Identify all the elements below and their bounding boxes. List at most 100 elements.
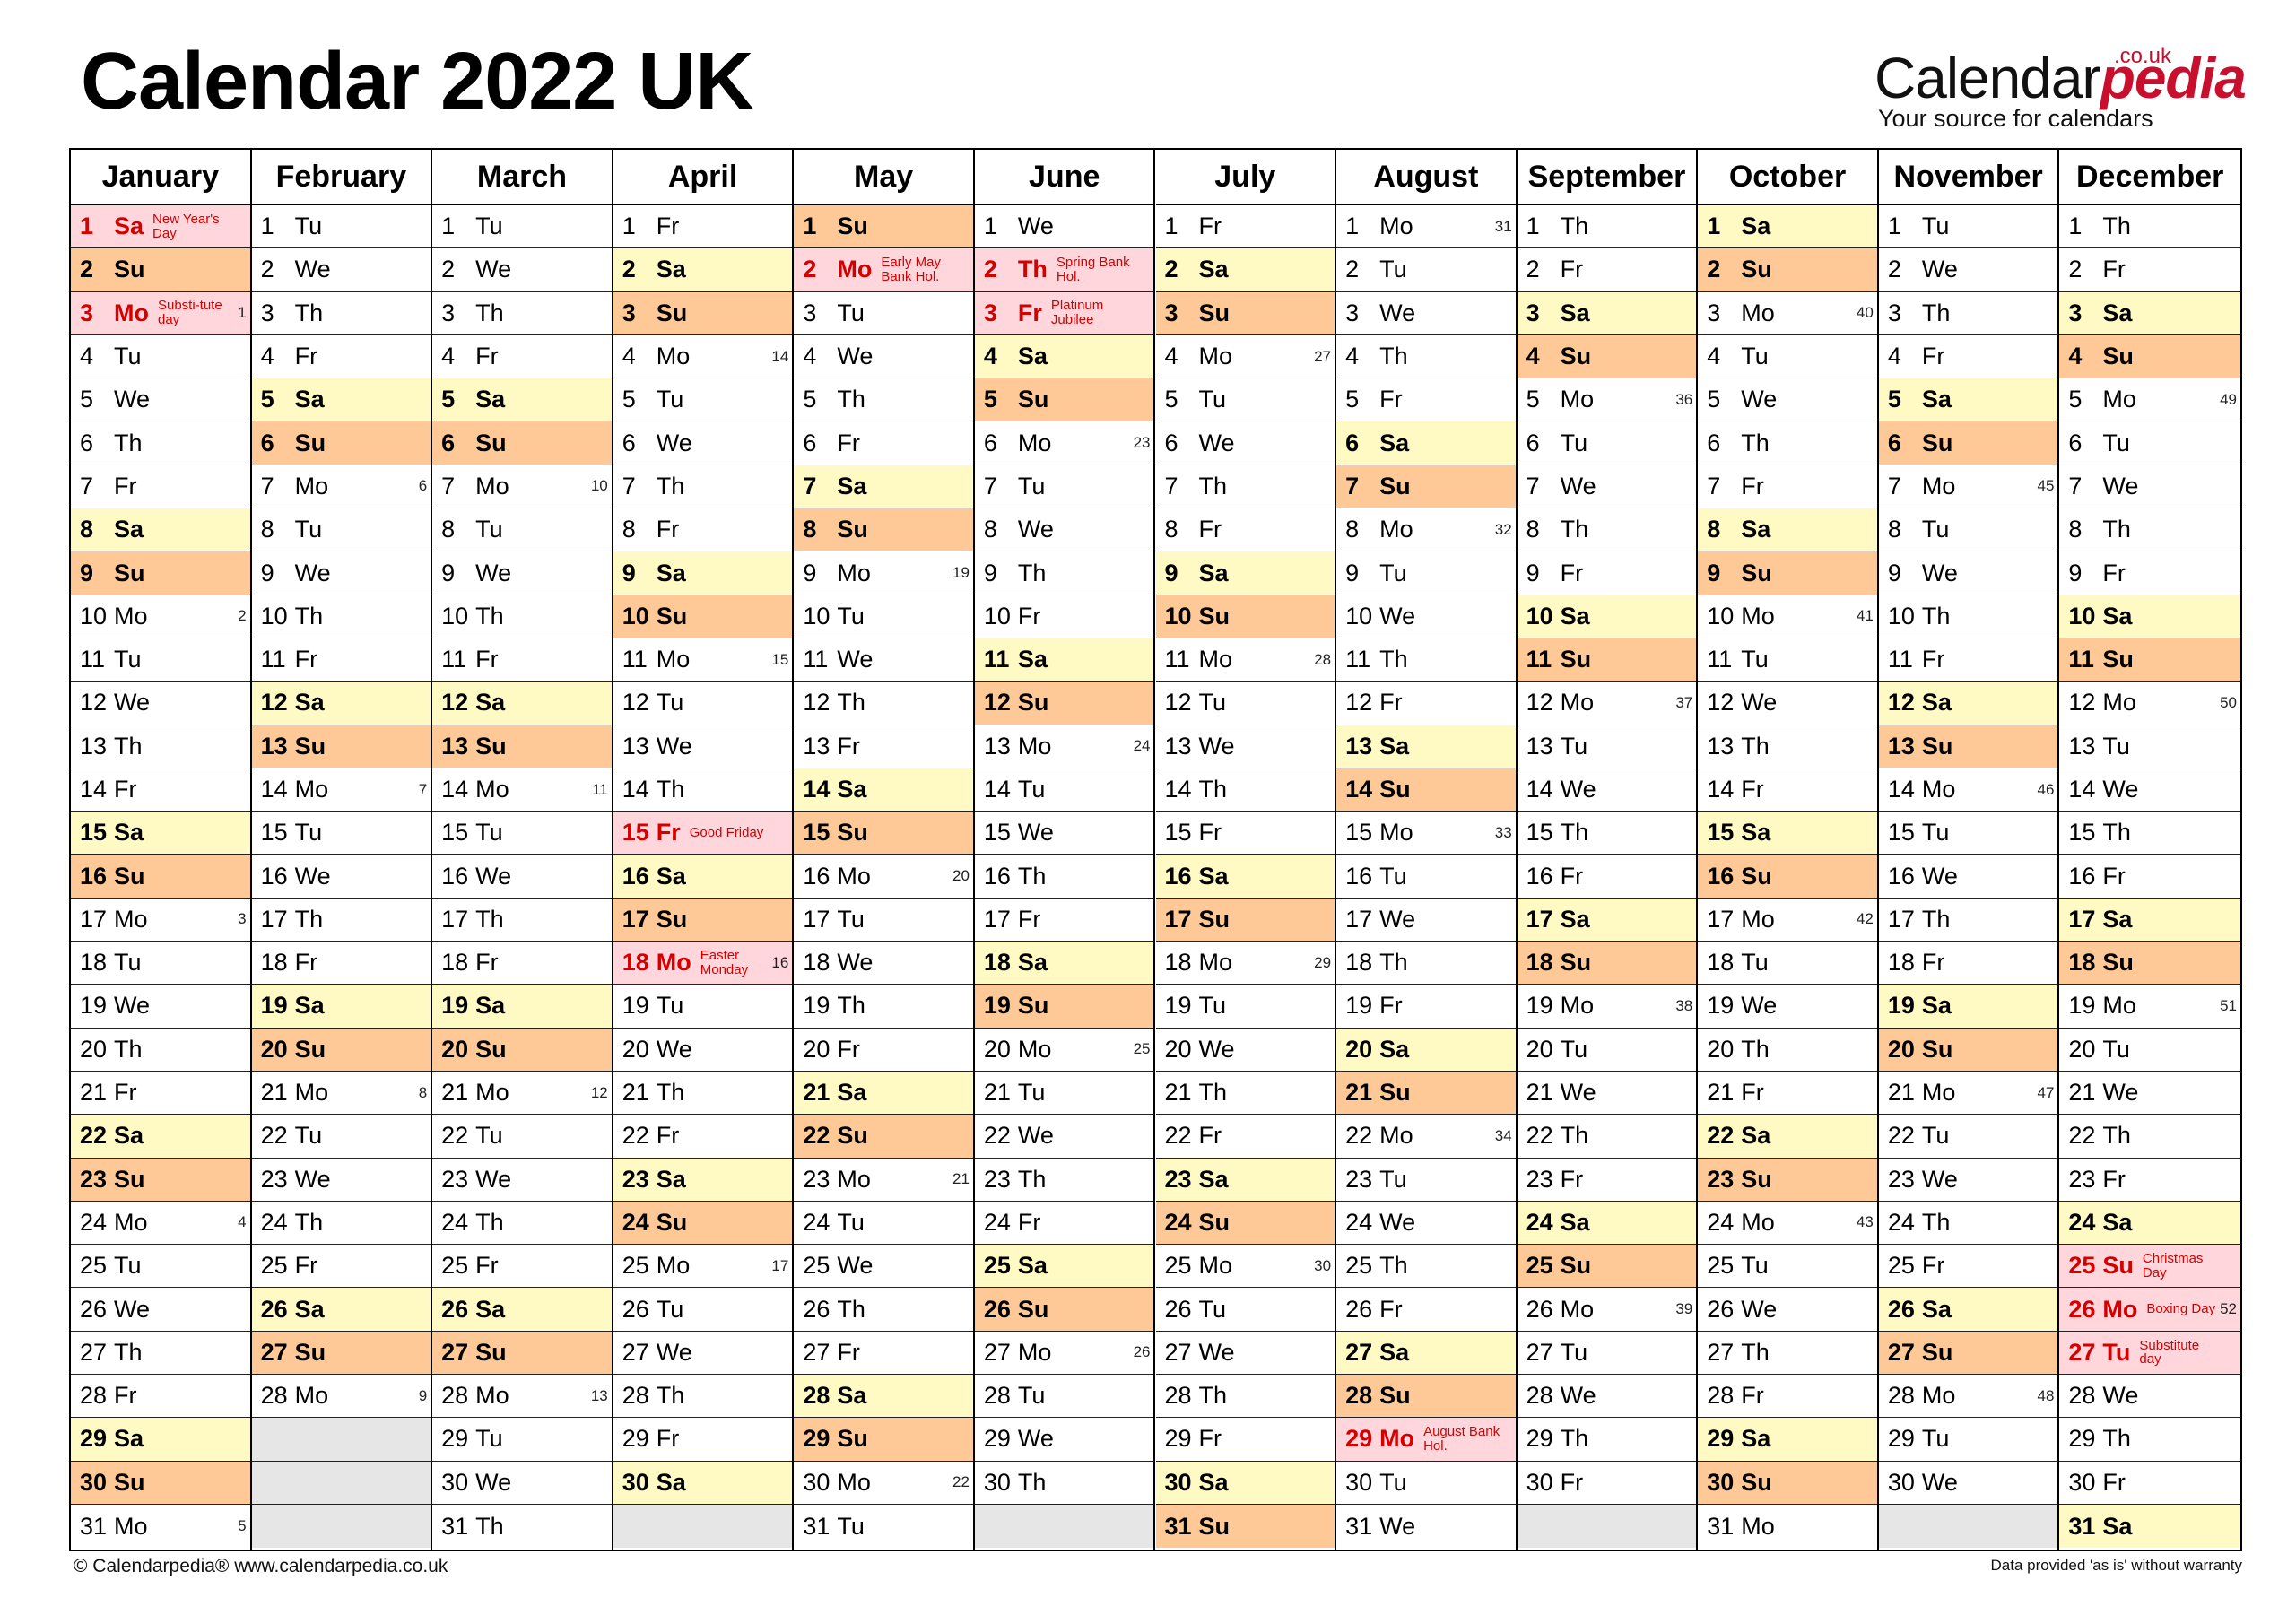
- day-cell: 25 Fr: [1878, 1245, 2058, 1289]
- weekday-label: Tu: [1921, 1425, 1950, 1453]
- weekday-label: Mo: [1198, 343, 1233, 370]
- day-number: 27: [1707, 1338, 1735, 1366]
- weekday-label: We: [475, 559, 512, 586]
- logo-wordmark: Calendarpedia: [1874, 49, 2247, 107]
- weekday-label: Su: [114, 1468, 145, 1496]
- weekday-label: We: [1017, 516, 1054, 543]
- weekday-label: Tu: [475, 1425, 503, 1453]
- day-cell: 19 Su: [974, 985, 1154, 1029]
- weekday-label: Sa: [1198, 1468, 1229, 1496]
- weekday-label: Fr: [1017, 299, 1042, 326]
- day-cell: 13 We: [613, 725, 793, 768]
- day-cell: 8 Tu: [1878, 508, 2058, 552]
- day-cell: 1 Sa: [1698, 205, 1877, 249]
- day-cell: 8 Tu: [432, 508, 612, 552]
- day-number: 6: [1707, 429, 1721, 456]
- day-cell: 19 Th: [794, 985, 973, 1029]
- weekday-label: We: [656, 429, 692, 456]
- weekday-label: Tu: [294, 1122, 323, 1150]
- day-number: 16: [1164, 862, 1192, 890]
- empty-day-cell: [1517, 1504, 1697, 1549]
- weekday-label: Sa: [1741, 819, 1771, 847]
- weekday-label: Fr: [837, 1035, 860, 1063]
- day-cell: 10 Fr: [974, 595, 1154, 638]
- day-number: 17: [441, 905, 469, 933]
- day-number: 7: [441, 472, 456, 499]
- day-number: 3: [622, 299, 636, 326]
- weekday-label: Fr: [1198, 213, 1222, 240]
- weekday-label: Su: [656, 1208, 688, 1236]
- day-number: 11: [803, 646, 829, 673]
- weekday-label: Su: [2102, 949, 2134, 977]
- day-number: 6: [2068, 429, 2083, 456]
- weekday-label: We: [656, 732, 692, 760]
- day-cell: 11 Th: [1336, 638, 1516, 682]
- weekday-label: Mo: [1921, 472, 1956, 499]
- day-cell: 10 Su: [613, 595, 793, 638]
- day-number: 28: [1887, 1382, 1915, 1410]
- day-number: 7: [1526, 472, 1540, 499]
- weekday-label: Mo: [656, 343, 691, 370]
- day-number: 20: [1164, 1035, 1192, 1063]
- day-number: 20: [1345, 1035, 1373, 1063]
- day-number: 10: [260, 602, 288, 630]
- weekday-label: We: [1560, 776, 1596, 803]
- weekday-label: Th: [1741, 1338, 1770, 1366]
- day-cell: 5 Th: [794, 378, 973, 422]
- weekday-label: Mo: [1017, 732, 1052, 760]
- day-cell: 3 Th: [1878, 292, 2058, 335]
- day-cell: 18 Th: [1336, 942, 1516, 985]
- footer-disclaimer: Data provided 'as is' without warranty: [1990, 1557, 2242, 1574]
- day-cell: 18 Tu: [1698, 942, 1877, 985]
- day-cell: 22 Tu: [1878, 1115, 2058, 1159]
- day-number: 14: [983, 776, 1011, 803]
- week-number: 40: [1856, 304, 1874, 322]
- day-cell: 10 Th: [1878, 595, 2058, 638]
- weekday-label: Su: [294, 429, 326, 456]
- weekday-label: Sa: [114, 1122, 144, 1150]
- week-number: 7: [418, 780, 428, 798]
- holiday-label: Early May Bank Hol.: [881, 255, 941, 284]
- calendarpedia-logo[interactable]: Calendarpedia .co.uk Your source for cal…: [1874, 44, 2247, 132]
- day-cell: 15 Tu: [432, 812, 612, 855]
- week-number: 11: [592, 780, 608, 798]
- weekday-label: Fr: [114, 1079, 137, 1107]
- day-number: 4: [803, 343, 817, 370]
- day-number: 2: [80, 256, 94, 283]
- day-number: 20: [441, 1035, 469, 1063]
- weekday-label: We: [475, 862, 512, 890]
- day-number: 31: [441, 1512, 469, 1540]
- day-number: 24: [983, 1208, 1011, 1236]
- day-number: 17: [1164, 905, 1192, 933]
- week-number: 15: [771, 650, 789, 668]
- weekday-label: Sa: [1198, 256, 1229, 283]
- day-cell: 25 Sa: [974, 1245, 1154, 1289]
- day-number: 4: [983, 343, 997, 370]
- day-cell: 9 Su: [1698, 551, 1877, 595]
- holiday-label: Good Friday: [689, 824, 764, 840]
- weekday-label: Su: [1560, 949, 1592, 977]
- day-number: 6: [260, 429, 274, 456]
- day-number: 27: [1345, 1338, 1373, 1366]
- weekday-label: Sa: [656, 1165, 686, 1193]
- day-number: 13: [1526, 732, 1553, 760]
- day-cell: 18 Mo 29: [1155, 942, 1335, 985]
- day-cell: 14 Mo 46: [1878, 768, 2058, 812]
- day-cell: 20 Th: [1698, 1029, 1877, 1072]
- day-number: 9: [803, 559, 817, 586]
- day-number: 28: [441, 1382, 469, 1410]
- day-cell: 31 Th: [432, 1505, 612, 1548]
- day-number: 18: [441, 949, 469, 977]
- day-number: 14: [622, 776, 649, 803]
- day-cell: 30 Sa: [613, 1461, 793, 1505]
- day-cell: 27 Su: [1878, 1331, 2058, 1376]
- day-cell: 24 Th: [1878, 1202, 2058, 1246]
- day-cell: 18 Fr: [251, 942, 431, 985]
- weekday-label: Tu: [1741, 949, 1769, 977]
- day-number: 16: [1887, 862, 1915, 890]
- day-cell: 28 Mo 48: [1878, 1375, 2058, 1419]
- month-header: July: [1155, 150, 1335, 205]
- day-cell: 13 Th: [1698, 725, 1877, 768]
- holiday-label: Spring Bank Hol.: [1056, 255, 1130, 284]
- weekday-label: Fr: [656, 1425, 680, 1453]
